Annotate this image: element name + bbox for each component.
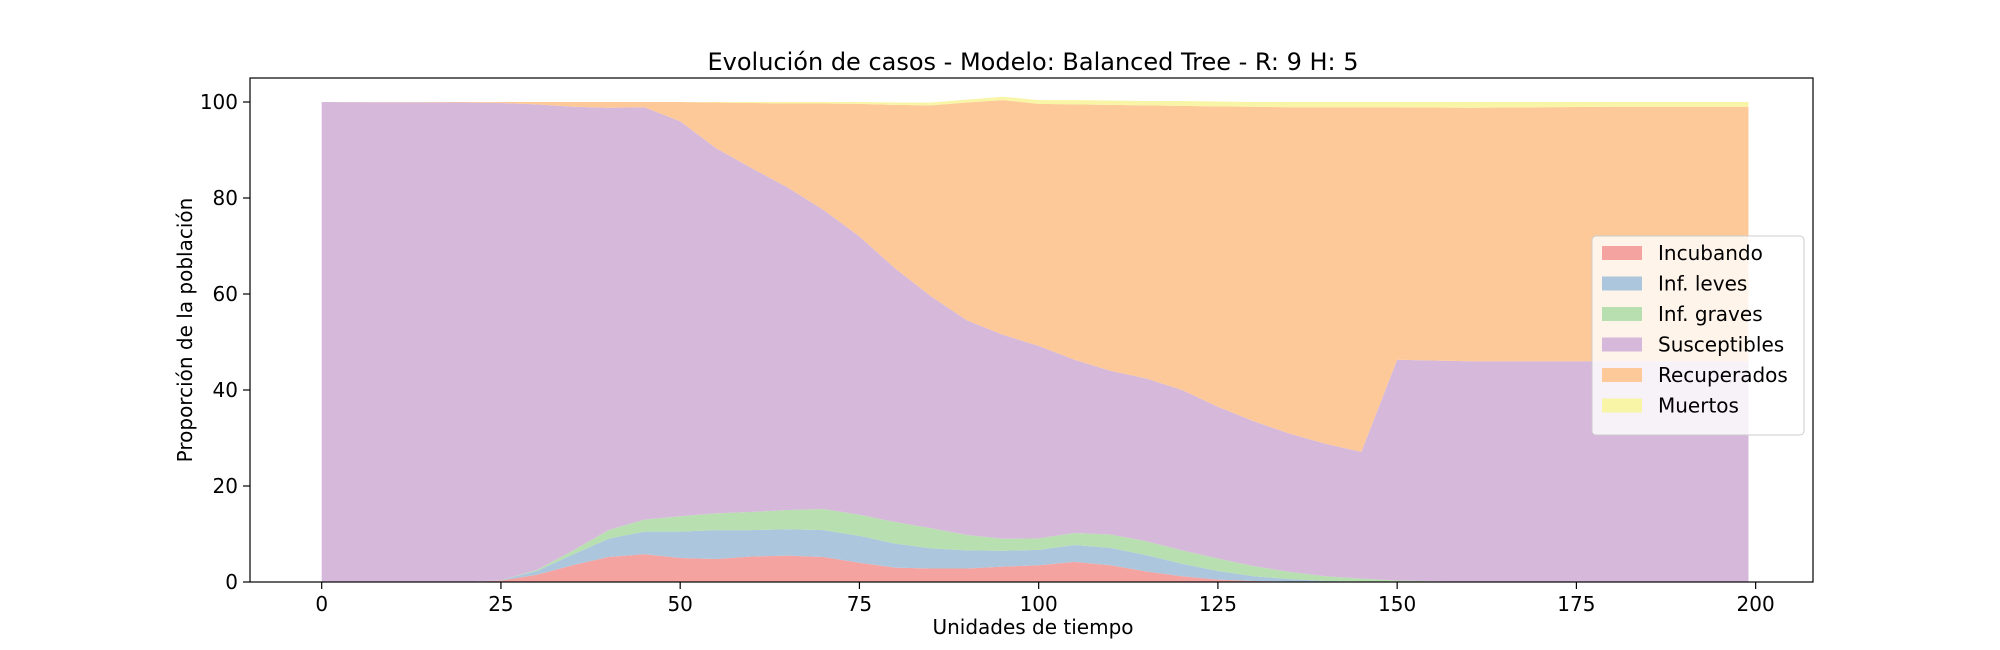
legend-swatch-recuperados bbox=[1602, 368, 1642, 382]
legend-swatch-inf-graves bbox=[1602, 307, 1642, 321]
legend: Incubando Inf. leves Inf. graves Susceptibl… bbox=[1591, 235, 1805, 436]
legend-swatch-muertos bbox=[1602, 398, 1642, 413]
x-tick-label: 200 bbox=[1737, 592, 1775, 616]
y-tick-label: 40 bbox=[213, 378, 238, 402]
area-susceptibles bbox=[321, 102, 1749, 582]
legend-label-incubando: Incubando bbox=[1658, 241, 1763, 265]
y-axis-label: Proporción de la población bbox=[173, 198, 197, 463]
x-tick-label: 125 bbox=[1199, 592, 1237, 616]
legend-swatch-susceptibles bbox=[1602, 337, 1642, 352]
y-tick-label: 0 bbox=[225, 570, 238, 594]
legend-box bbox=[1591, 235, 1805, 436]
x-tick-label: 50 bbox=[667, 592, 692, 616]
area-inf-leves bbox=[321, 529, 1749, 582]
legend-label-susceptibles: Susceptibles bbox=[1658, 333, 1784, 357]
area-muertos bbox=[321, 96, 1749, 108]
y-tick-label: 20 bbox=[213, 474, 238, 498]
area-inf-graves bbox=[321, 509, 1749, 582]
legend-label-inf-graves: Inf. graves bbox=[1658, 302, 1763, 326]
y-tick-label: 100 bbox=[200, 90, 238, 114]
chart-title: Evolución de casos - Modelo: Balanced Tr… bbox=[708, 48, 1359, 76]
y-axis: 0 20 40 60 80 100 bbox=[200, 90, 250, 594]
x-axis-label: Unidades de tiempo bbox=[932, 615, 1133, 639]
y-tick-label: 60 bbox=[213, 282, 238, 306]
legend-label-inf-leves: Inf. leves bbox=[1658, 272, 1747, 296]
x-tick-label: 25 bbox=[488, 592, 513, 616]
x-tick-label: 150 bbox=[1378, 592, 1416, 616]
legend-label-muertos: Muertos bbox=[1658, 394, 1739, 418]
x-tick-label: 100 bbox=[1020, 592, 1058, 616]
area-layers bbox=[321, 96, 1749, 582]
plot-frame bbox=[249, 77, 1814, 583]
x-axis: 0 25 50 75 100 125 150 175 200 bbox=[315, 582, 1775, 616]
area-incubando bbox=[321, 554, 1749, 582]
x-tick-label: 175 bbox=[1557, 592, 1595, 616]
y-tick-label: 80 bbox=[213, 186, 238, 210]
legend-swatch-incubando bbox=[1602, 246, 1642, 260]
legend-swatch-inf-leves bbox=[1602, 276, 1642, 291]
area-recuperados bbox=[321, 100, 1749, 452]
x-tick-label: 75 bbox=[847, 592, 872, 616]
x-tick-label: 0 bbox=[315, 592, 328, 616]
legend-label-recuperados: Recuperados bbox=[1658, 363, 1788, 387]
